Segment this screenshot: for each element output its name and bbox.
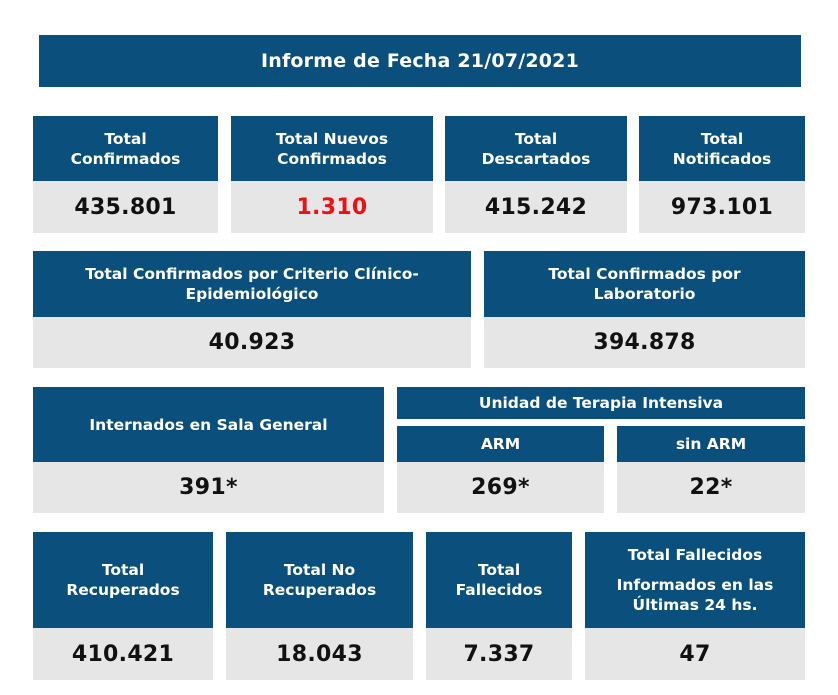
confirmados-laboratorio-label: Total Confirmados por Laboratorio — [548, 265, 741, 303]
arm-header: ARM — [397, 426, 604, 462]
total-fallecidos-value: 7.337 — [426, 628, 572, 680]
sin-arm-value: 22* — [617, 462, 805, 513]
sala-general-label: Internados en Sala General — [89, 415, 328, 434]
confirmados-laboratorio-header: Total Confirmados por Laboratorio — [484, 251, 805, 317]
arm-value: 269* — [397, 462, 604, 513]
sin-arm-header: sin ARM — [617, 426, 805, 462]
total-descartados-value: 415.242 — [445, 181, 627, 233]
total-nuevos-confirmados-value: 1.310 — [231, 181, 433, 233]
report-title: Informe de Fecha 21/07/2021 — [39, 35, 801, 87]
total-recuperados-value: 410.421 — [33, 628, 213, 680]
total-confirmados-value: 435.801 — [33, 181, 218, 233]
total-no-recuperados-value: 18.043 — [226, 628, 413, 680]
total-fallecidos-label: Total Fallecidos — [455, 561, 543, 599]
total-recuperados-label: Total Recuperados — [66, 561, 180, 599]
fallecidos-24hs-header: Total Fallecidos Informados en las Últim… — [585, 532, 805, 628]
confirmados-criterio-clinico-header: Total Confirmados por Criterio Clínico-E… — [33, 251, 471, 317]
total-fallecidos-header: Total Fallecidos — [426, 532, 572, 628]
sala-general-header: Internados en Sala General — [33, 387, 384, 462]
uti-header: Unidad de Terapia Intensiva — [397, 387, 805, 419]
total-notificados-header: Total Notificados — [639, 116, 805, 181]
total-notificados-label: Total Notificados — [672, 129, 772, 168]
total-notificados-value: 973.101 — [639, 181, 805, 233]
confirmados-criterio-clinico-label: Total Confirmados por Criterio Clínico-E… — [85, 265, 419, 303]
confirmados-laboratorio-value: 394.878 — [484, 317, 805, 368]
total-confirmados-header: Total Confirmados — [33, 116, 218, 181]
total-recuperados-header: Total Recuperados — [33, 532, 213, 628]
total-confirmados-label: Total Confirmados — [70, 129, 181, 168]
fallecidos-24hs-sublabel: Informados en las Últimas 24 hs. — [616, 576, 774, 614]
total-descartados-header: Total Descartados — [445, 116, 627, 181]
total-no-recuperados-header: Total No Recuperados — [226, 532, 413, 628]
total-nuevos-confirmados-header: Total Nuevos Confirmados — [231, 116, 433, 181]
total-nuevos-confirmados-label: Total Nuevos Confirmados — [275, 129, 389, 168]
fallecidos-24hs-label: Total Fallecidos — [627, 546, 763, 564]
fallecidos-24hs-value: 47 — [585, 628, 805, 680]
confirmados-criterio-clinico-value: 40.923 — [33, 317, 471, 368]
total-descartados-label: Total Descartados — [481, 129, 591, 168]
total-no-recuperados-label: Total No Recuperados — [262, 561, 377, 599]
sala-general-value: 391* — [33, 462, 384, 513]
